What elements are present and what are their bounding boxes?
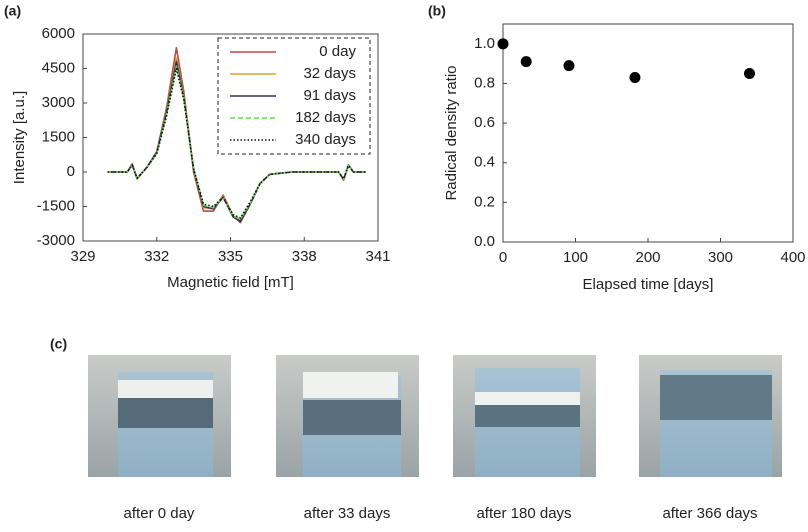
legend-label: 32 days <box>303 65 356 82</box>
y-tick-label: 4500 <box>42 59 75 76</box>
legend-label: 91 days <box>303 87 356 104</box>
y-tick-label: 0.4 <box>474 154 495 171</box>
x-tick-label: 300 <box>708 249 733 266</box>
photo <box>88 355 231 477</box>
x-tick-label: 200 <box>635 249 660 266</box>
y-axis-title: Radical density ratio <box>443 65 460 200</box>
y-tick-label: 0.0 <box>474 233 495 250</box>
photo-caption: after 33 days <box>304 505 391 522</box>
y-tick-label: -1500 <box>37 197 75 214</box>
data-point <box>629 72 641 84</box>
x-tick-label: 329 <box>70 248 95 265</box>
photos <box>88 355 782 477</box>
legend-label: 182 days <box>295 109 356 126</box>
legend-label: 340 days <box>295 131 356 148</box>
y-axis-title: Intensity [a.u.] <box>11 91 28 184</box>
y-tick-label: 1500 <box>42 128 75 145</box>
y-tick-label: 0.8 <box>474 74 495 91</box>
x-tick-label: 332 <box>144 248 169 265</box>
photo-caption: after 366 days <box>662 505 757 522</box>
x-axis-title: Elapsed time [days] <box>583 276 714 293</box>
data-point <box>563 60 575 72</box>
y-tick-label: 1.0 <box>474 35 495 52</box>
x-tick-label: 400 <box>780 249 805 266</box>
photo-caption: after 0 day <box>124 505 195 522</box>
y-tick-label: 3000 <box>42 94 75 111</box>
photo <box>276 355 419 477</box>
photo <box>453 355 596 477</box>
series-line <box>107 67 366 219</box>
plot-frame <box>502 23 794 243</box>
data-point <box>744 68 755 80</box>
y-tick-label: 0 <box>67 163 75 180</box>
x-tick-label: 0 <box>499 249 507 266</box>
y-tick-label: 0.2 <box>474 193 495 210</box>
photo-caption: after 180 days <box>476 505 571 522</box>
photo <box>639 355 782 477</box>
x-axis-title: Magnetic field [mT] <box>167 274 294 291</box>
legend-label: 0 day <box>319 43 356 60</box>
panel-label: (c) <box>50 336 67 352</box>
y-tick-label: 6000 <box>42 25 75 42</box>
x-tick-label: 341 <box>365 248 390 265</box>
y-tick-label: -3000 <box>37 232 75 249</box>
x-tick-label: 338 <box>292 248 317 265</box>
data-point <box>520 56 532 68</box>
data-point <box>497 38 509 50</box>
x-tick-label: 100 <box>563 249 588 266</box>
panel-label: (b) <box>428 3 446 19</box>
y-tick-label: 0.6 <box>474 114 495 131</box>
panel-label: (a) <box>4 3 21 19</box>
x-tick-label: 335 <box>218 248 243 265</box>
